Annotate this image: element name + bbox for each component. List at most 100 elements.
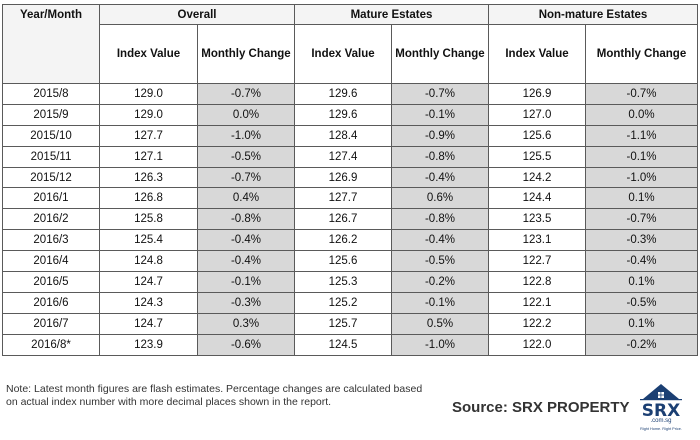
mature-change-cell: -0.7% [391,83,489,105]
table-row: 2016/3 125.4 -0.4% 126.2 -0.4% 123.1 -0.3% [2,229,699,252]
period-cell: 2016/8* [2,333,100,356]
mature-index-value-header: Index Value [294,24,392,84]
overall-change-cell: 0.0% [197,103,295,126]
mature-index-cell: 128.4 [294,124,392,147]
table-row: 2016/4 124.8 -0.4% 125.6 -0.5% 122.7 -0.4% [2,250,699,273]
overall-change-cell: -0.8% [197,208,295,231]
overall-index-cell: 127.7 [99,124,198,147]
overall-change-cell: -0.7% [197,83,295,105]
nonmature-change-cell: -0.5% [584,291,699,314]
logo-wordmark: SRX [641,401,681,421]
mature-index-cell: 125.6 [294,250,392,273]
nonmature-change-cell: -0.1% [584,145,699,168]
mature-change-cell: -0.8% [391,208,489,231]
mature-change-cell: -0.4% [391,166,489,189]
mature-index-cell: 126.7 [294,208,392,231]
overall-change-cell: -0.3% [197,291,295,314]
nonmature-index-cell: 122.2 [488,312,586,335]
overall-index-cell: 124.3 [99,291,198,314]
nonmature-index-cell: 124.4 [488,187,586,210]
overall-index-cell: 124.7 [99,271,198,293]
table-row: 2015/9 129.0 0.0% 129.6 -0.1% 127.0 0.0% [2,103,699,126]
nonmature-change-cell: 0.1% [584,312,699,335]
mature-change-cell: -0.4% [391,229,489,252]
period-cell: 2016/7 [2,312,100,335]
mature-estates-header: Mature Estates [294,4,489,25]
overall-change-cell: -0.4% [197,250,295,273]
nonmature-change-cell: 0.1% [584,187,699,210]
period-cell: 2015/8 [2,83,100,105]
table-row: 2016/7 124.7 0.3% 125.7 0.5% 122.2 0.1% [2,312,699,335]
mature-change-cell: 0.5% [391,312,489,335]
overall-change-cell: -0.5% [197,145,295,168]
table-row: 2015/10 127.7 -1.0% 128.4 -0.9% 125.6 -1.1% [2,124,699,147]
overall-index-cell: 125.8 [99,208,198,231]
mature-index-cell: 124.5 [294,333,392,356]
mature-change-cell: -0.1% [391,103,489,126]
mature-index-cell: 126.2 [294,229,392,252]
overall-index-cell: 129.0 [99,103,198,126]
overall-index-cell: 127.1 [99,145,198,168]
overall-index-cell: 124.7 [99,312,198,335]
footnote: Note: Latest month figures are flash est… [6,383,423,408]
nonmature-change-cell: -0.7% [584,83,699,105]
overall-index-value-header: Index Value [99,24,198,84]
overall-change-cell: -0.1% [197,271,295,293]
overall-change-cell: -0.4% [197,229,295,252]
period-cell: 2015/12 [2,166,100,189]
period-cell: 2016/6 [2,291,100,314]
mature-change-cell: -0.2% [391,271,489,293]
overall-index-cell: 126.3 [99,166,198,189]
nonmature-change-cell: -0.4% [584,250,699,273]
mature-change-cell: -0.9% [391,124,489,147]
price-index-table: Year/Month Overall Mature Estates Non-ma… [2,4,699,356]
nonmature-change-cell: -1.1% [584,124,699,147]
nonmature-index-cell: 125.6 [488,124,586,147]
table-row: 2015/8 129.0 -0.7% 129.6 -0.7% 126.9 -0.7% [2,83,699,105]
table-row: 2015/12 126.3 -0.7% 126.9 -0.4% 124.2 -1.0% [2,166,699,189]
nonmature-change-cell: -0.7% [584,208,699,231]
table-body: 2015/8 129.0 -0.7% 129.6 -0.7% 126.9 -0.7% 2015… [2,83,699,356]
mature-index-cell: 129.6 [294,103,392,126]
srx-logo: SRX .com.sg Right Home. Right Price. [636,382,686,434]
overall-change-cell: -1.0% [197,124,295,147]
nonmature-change-cell: 0.1% [584,271,699,293]
nonmature-index-cell: 122.7 [488,250,586,273]
logo-house-icon [636,382,686,434]
nonmature-index-cell: 124.2 [488,166,586,189]
nonmature-change-cell: -0.3% [584,229,699,252]
period-cell: 2016/3 [2,229,100,252]
logo-tagline: Right Home. Right Price. [640,427,682,431]
table-row: 2016/5 124.7 -0.1% 125.3 -0.2% 122.8 0.1% [2,271,699,293]
mature-index-cell: 129.6 [294,83,392,105]
year-month-header: Year/Month [2,4,100,84]
nonmature-change-cell: -1.0% [584,166,699,189]
table-row: 2016/6 124.3 -0.3% 125.2 -0.1% 122.1 -0.5% [2,291,699,314]
overall-index-cell: 129.0 [99,83,198,105]
nonmature-index-value-header: Index Value [488,24,586,84]
period-cell: 2016/1 [2,187,100,210]
nonmature-index-cell: 123.1 [488,229,586,252]
overall-change-cell: -0.7% [197,166,295,189]
table-row: 2016/2 125.8 -0.8% 126.7 -0.8% 123.5 -0.7% [2,208,699,231]
mature-change-cell: -1.0% [391,333,489,356]
table-row: 2016/8* 123.9 -0.6% 124.5 -1.0% 122.0 -0.2% [2,333,699,356]
nonmature-change-cell: 0.0% [584,103,699,126]
nonmature-monthly-change-header: Monthly Change [584,24,699,84]
overall-index-cell: 125.4 [99,229,198,252]
overall-header: Overall [99,4,295,25]
column-header-row: Index Value Monthly Change Index Value M… [3,24,699,84]
mature-index-cell: 127.4 [294,145,392,168]
mature-index-cell: 126.9 [294,166,392,189]
mature-index-cell: 127.7 [294,187,392,210]
table-row: 2016/1 126.8 0.4% 127.7 0.6% 124.4 0.1% [2,187,699,210]
period-cell: 2015/9 [2,103,100,126]
nonmature-index-cell: 122.0 [488,333,586,356]
overall-index-cell: 123.9 [99,333,198,356]
overall-change-cell: 0.4% [197,187,295,210]
overall-change-cell: -0.6% [197,333,295,356]
nonmature-index-cell: 122.8 [488,271,586,293]
non-mature-estates-header: Non-mature Estates [487,4,699,25]
mature-change-cell: -0.5% [391,250,489,273]
group-header-row: Year/Month Overall Mature Estates Non-ma… [2,4,699,84]
